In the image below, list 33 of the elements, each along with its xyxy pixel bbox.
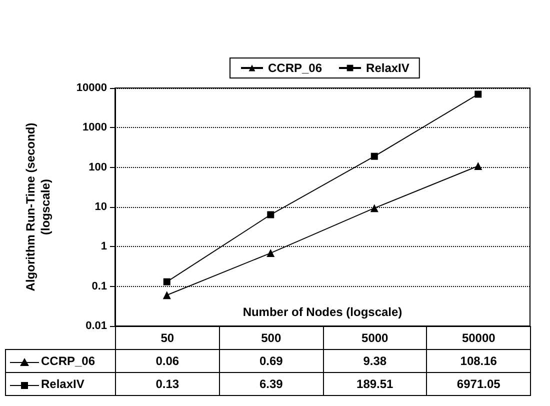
x-tick-label: 50 — [115, 326, 220, 350]
data-label: 108.16 — [426, 349, 531, 373]
data-label: 0.13 — [115, 372, 220, 396]
point — [266, 249, 275, 258]
y-axis-title: Algorithm Run-Time (second) (logscale) — [24, 122, 52, 292]
y-tick-label: 1000 — [82, 122, 107, 134]
point — [163, 278, 170, 286]
y-tick-label: 100 — [88, 161, 107, 174]
point — [474, 162, 482, 170]
legend-label: CCRP_06 — [268, 61, 322, 75]
point — [474, 90, 482, 98]
data-label: 0.69 — [218, 349, 324, 373]
y-tick-label: 10 — [94, 201, 107, 213]
data-label: 6.39 — [218, 372, 324, 396]
data-label: 6971.05 — [426, 372, 531, 396]
point — [162, 291, 171, 300]
data-label: 0.06 — [115, 349, 220, 373]
y-tick-label: 10000 — [76, 82, 107, 94]
x-tick-label: 50000 — [426, 326, 531, 350]
x-tick-label: 5000 — [322, 326, 428, 350]
text: CCRP_06 — [41, 354, 96, 368]
y-tick-label: 0.1 — [92, 280, 107, 292]
y-tick-label: 0.01 — [86, 320, 107, 332]
x-axis-title: Number of Nodes (logscale) — [242, 305, 404, 319]
point — [370, 204, 378, 212]
data-label: 189.51 — [322, 372, 428, 396]
point — [370, 152, 378, 160]
legend-label: RelaxIV — [366, 61, 410, 75]
point — [267, 211, 274, 218]
y-tick-label: 1 — [100, 240, 107, 253]
data-label: 9.38 — [322, 349, 428, 373]
text: RelaxIV — [41, 377, 84, 391]
x-tick-label: 500 — [218, 326, 324, 350]
